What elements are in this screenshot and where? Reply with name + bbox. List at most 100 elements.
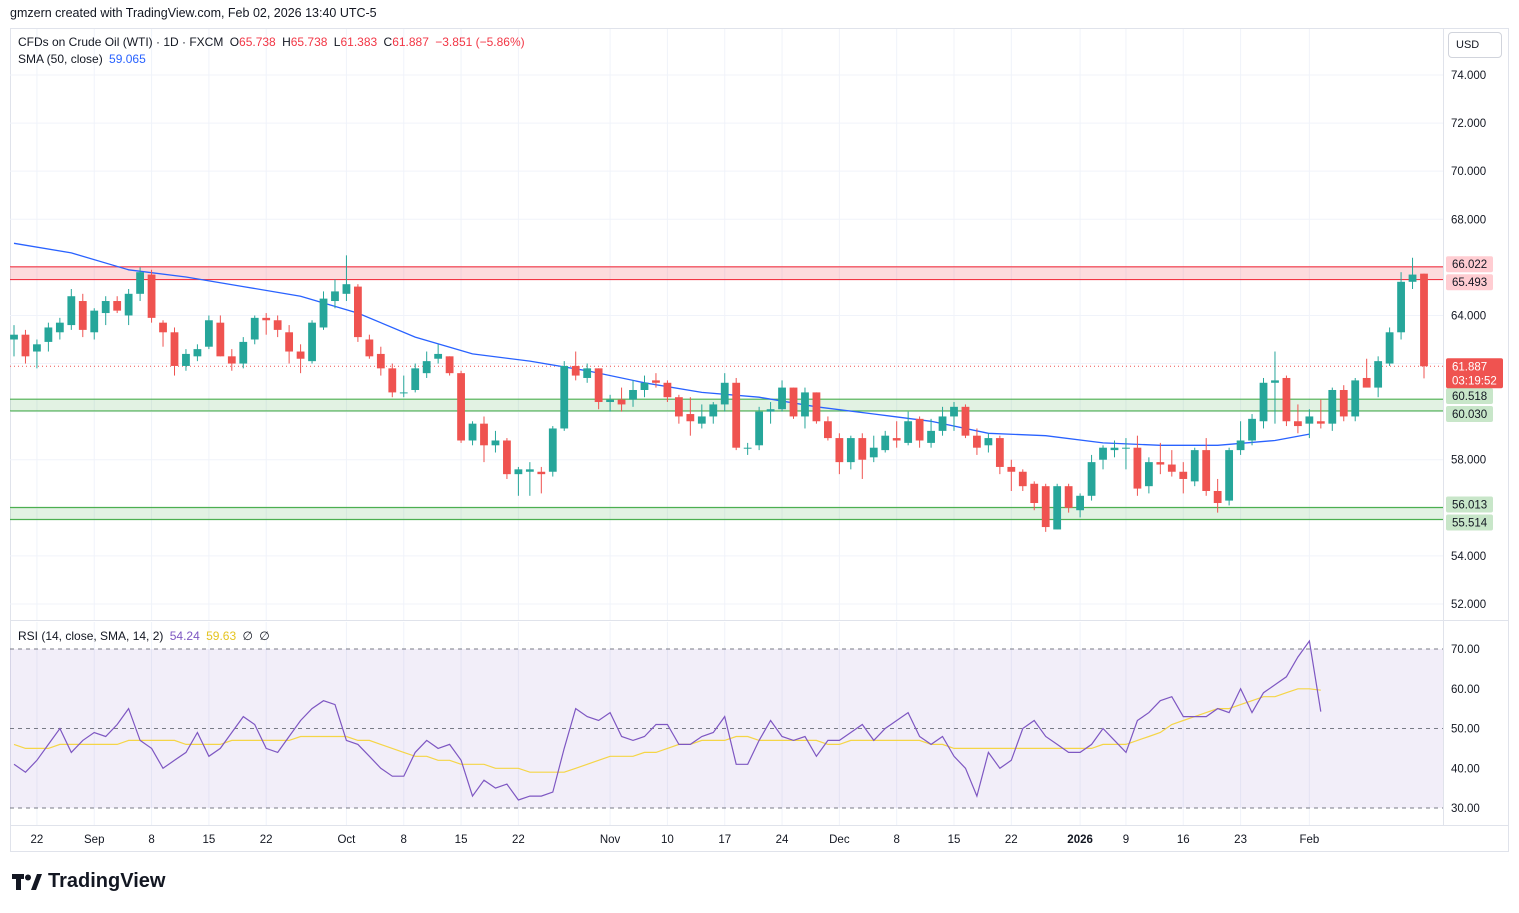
candle-body <box>560 365 569 429</box>
last-price-tag: 61.887 03:19:52 <box>1446 358 1503 389</box>
candle-body <box>1259 382 1268 422</box>
rsi-legend: RSI (14, close, SMA, 14, 2) 54.24 59.63 … <box>18 629 273 643</box>
candle-body <box>67 296 76 326</box>
candle <box>1213 478 1222 513</box>
time-tick-label: 8 <box>893 834 899 846</box>
candle-body <box>1362 377 1371 388</box>
price-tick-label: 54.000 <box>1451 551 1486 563</box>
candle-body <box>1294 421 1302 427</box>
candle <box>697 404 706 429</box>
candle <box>399 375 408 398</box>
candle-body <box>1018 471 1027 487</box>
candle-body <box>468 423 477 441</box>
rsi-extra-2: ∅ <box>259 629 270 643</box>
candle <box>1018 469 1027 491</box>
candle <box>663 380 672 403</box>
candle-body <box>835 438 844 463</box>
candle <box>525 462 534 496</box>
rsi-tick-label: 50.00 <box>1451 724 1480 736</box>
candle <box>1259 377 1268 429</box>
candle <box>491 430 500 453</box>
candle <box>973 428 981 455</box>
candle-body <box>227 356 236 364</box>
candle <box>1294 404 1302 434</box>
rsi-extra-1: ∅ <box>242 629 253 643</box>
candle-body <box>1316 421 1325 424</box>
candle-body <box>193 349 202 357</box>
candle <box>927 418 935 448</box>
candle-body <box>136 272 144 294</box>
candle <box>434 344 443 364</box>
candle-body <box>1007 466 1016 472</box>
candle <box>1328 387 1337 431</box>
support-top-label: 60.518 <box>1446 388 1493 405</box>
time-tick-label: 22 <box>31 834 44 846</box>
candle <box>262 313 271 335</box>
candle-body <box>778 387 786 410</box>
candle-body <box>1064 486 1073 508</box>
currency-button[interactable]: USD <box>1448 32 1502 58</box>
candle <box>1408 257 1417 290</box>
time-tick-label: Dec <box>829 834 850 846</box>
candle <box>915 416 924 448</box>
candle-body <box>1420 273 1428 367</box>
candle-body <box>216 322 225 357</box>
candle-body <box>124 293 133 316</box>
rsi-value: 54.24 <box>169 629 200 643</box>
candle <box>1225 447 1234 506</box>
candle <box>674 394 683 424</box>
candle <box>1122 438 1130 470</box>
candle <box>720 373 729 412</box>
candle-body <box>170 332 179 366</box>
chart-frame <box>10 28 1509 852</box>
resistance-top-label: 66.022 <box>1446 256 1493 273</box>
candle <box>892 421 901 448</box>
support-bottom-label-box <box>1446 514 1493 531</box>
candle <box>480 416 488 463</box>
candle <box>881 430 890 453</box>
candle <box>1076 493 1084 518</box>
candle <box>594 368 603 410</box>
candle-body <box>182 353 190 366</box>
candle-body <box>1236 440 1245 451</box>
candle <box>778 380 786 412</box>
time-tick-label: 22 <box>260 834 273 846</box>
candle-body <box>1339 389 1348 417</box>
sma-50-line <box>13 242 1310 446</box>
time-tick-label: 15 <box>455 834 468 846</box>
candle <box>984 433 993 453</box>
candle-body <box>1041 486 1050 528</box>
time-tick-label: Nov <box>600 834 621 846</box>
candle <box>33 339 41 369</box>
candle-body <box>354 286 362 338</box>
candle-body <box>961 406 970 436</box>
time-tick-label: 2026 <box>1067 834 1093 846</box>
candle-body <box>995 438 1004 467</box>
rsi-line <box>13 639 1322 801</box>
price-tick-label: 52.000 <box>1451 599 1486 611</box>
candle <box>136 267 144 302</box>
candle <box>1202 438 1211 496</box>
time-tick-label: 8 <box>401 834 407 846</box>
candle <box>147 269 156 323</box>
candle-body <box>296 351 305 359</box>
candle-body <box>10 334 18 340</box>
candle <box>44 322 53 352</box>
candle <box>1362 358 1371 388</box>
candle-body <box>342 284 351 294</box>
candle-body <box>147 274 156 318</box>
brand: TradingView <box>12 870 165 893</box>
candle-body <box>686 414 695 422</box>
candle <box>1041 483 1050 532</box>
candle-body <box>629 389 637 400</box>
time-tick-label: Sep <box>84 834 104 846</box>
candle <box>503 438 511 479</box>
candle-body <box>204 320 213 347</box>
candle <box>193 344 202 362</box>
candle <box>1385 327 1394 366</box>
candle <box>755 406 764 451</box>
candle <box>1316 399 1325 429</box>
candle <box>1110 440 1119 458</box>
candle <box>938 406 947 436</box>
